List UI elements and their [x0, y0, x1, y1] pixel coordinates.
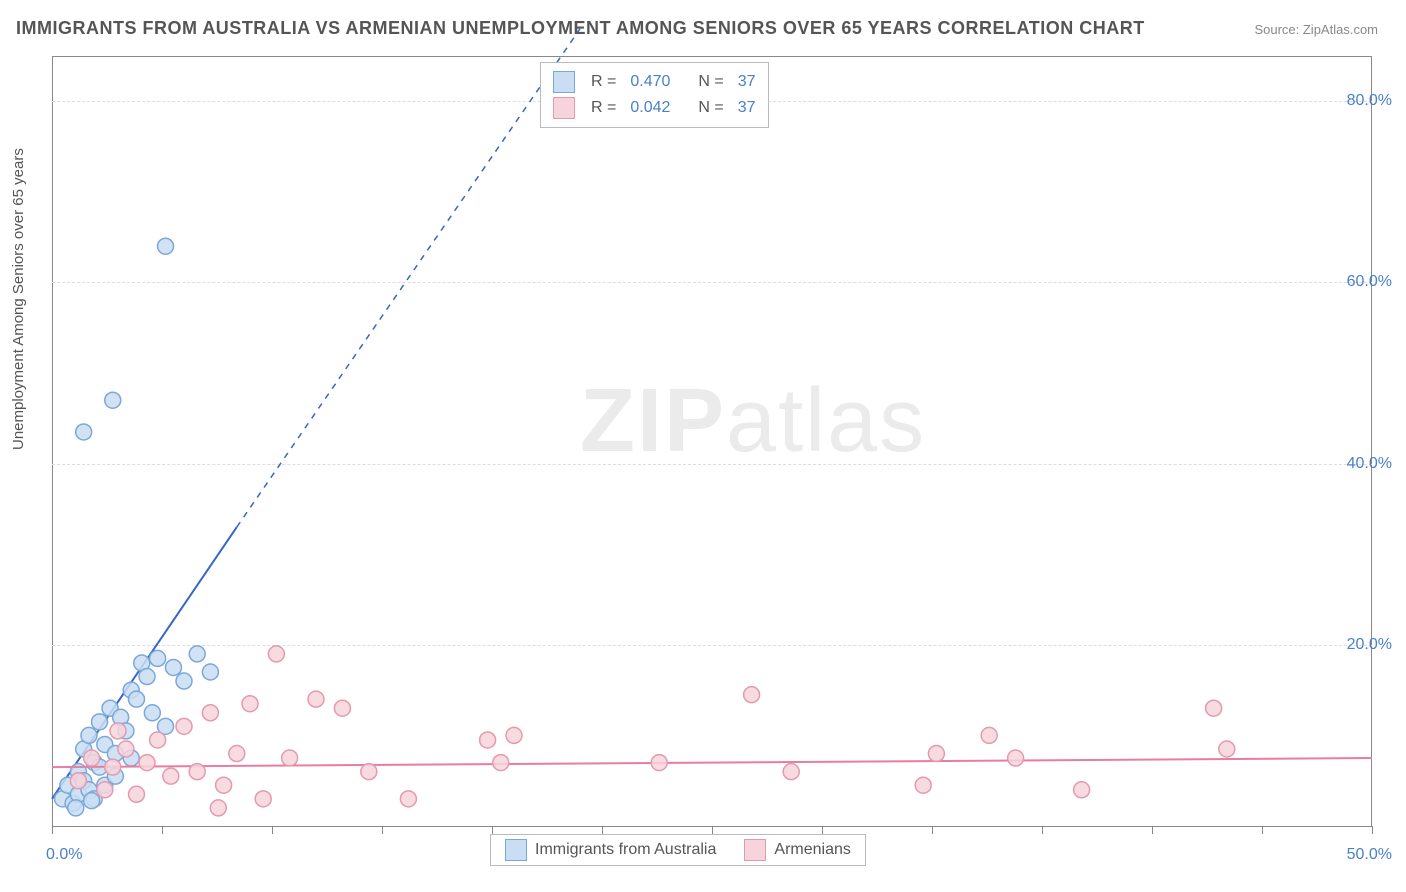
x-tick — [712, 826, 713, 834]
data-point — [361, 764, 377, 780]
data-point — [493, 755, 509, 771]
data-point — [928, 746, 944, 762]
x-tick — [272, 826, 273, 834]
data-point — [229, 746, 245, 762]
data-point — [105, 392, 121, 408]
data-point — [158, 238, 174, 254]
source-label: Source: ZipAtlas.com — [1254, 22, 1378, 37]
data-point — [400, 791, 416, 807]
data-point — [70, 773, 86, 789]
data-point — [334, 700, 350, 716]
x-tick — [492, 826, 493, 834]
data-point — [506, 727, 522, 743]
data-point — [189, 764, 205, 780]
data-point — [139, 755, 155, 771]
data-point — [110, 723, 126, 739]
n-label: N = — [698, 73, 723, 91]
data-point — [92, 714, 108, 730]
data-point — [202, 705, 218, 721]
data-point — [1008, 750, 1024, 766]
data-point — [1206, 700, 1222, 716]
x-tick — [162, 826, 163, 834]
data-point — [144, 705, 160, 721]
n-value: 37 — [738, 99, 756, 117]
r-value: 0.470 — [630, 73, 670, 91]
data-point — [216, 777, 232, 793]
x-tick-label-min: 0.0% — [46, 846, 82, 864]
data-point — [202, 664, 218, 680]
data-point — [150, 650, 166, 666]
n-label: N = — [698, 99, 723, 117]
data-point — [128, 786, 144, 802]
legend-item: Armenians — [744, 839, 850, 861]
data-point — [97, 782, 113, 798]
data-point — [915, 777, 931, 793]
legend-correlation: R = 0.470 N = 37 R = 0.042 N = 37 — [540, 62, 769, 128]
x-tick — [1262, 826, 1263, 834]
x-tick — [822, 826, 823, 834]
trend-line — [52, 758, 1372, 767]
data-point — [744, 687, 760, 703]
data-point — [1074, 782, 1090, 798]
data-point — [105, 759, 121, 775]
legend-row: R = 0.470 N = 37 — [553, 69, 756, 95]
data-point — [163, 768, 179, 784]
data-point — [84, 750, 100, 766]
data-point — [783, 764, 799, 780]
legend-item: Immigrants from Australia — [505, 839, 716, 861]
legend-swatch — [553, 71, 575, 93]
legend-swatch — [744, 839, 766, 861]
legend-swatch — [505, 839, 527, 861]
legend-series-label: Armenians — [774, 841, 850, 859]
x-tick — [52, 826, 53, 834]
data-point — [139, 669, 155, 685]
x-tick — [1042, 826, 1043, 834]
r-value: 0.042 — [630, 99, 670, 117]
x-tick — [1152, 826, 1153, 834]
n-value: 37 — [738, 73, 756, 91]
legend-row: R = 0.042 N = 37 — [553, 95, 756, 121]
data-point — [981, 727, 997, 743]
data-point — [255, 791, 271, 807]
data-point — [480, 732, 496, 748]
data-point — [1219, 741, 1235, 757]
data-point — [189, 646, 205, 662]
data-point — [268, 646, 284, 662]
x-tick — [932, 826, 933, 834]
data-point — [176, 718, 192, 734]
legend-series-label: Immigrants from Australia — [535, 841, 716, 859]
data-point — [76, 424, 92, 440]
r-label: R = — [591, 99, 616, 117]
x-tick — [382, 826, 383, 834]
trend-line-dashed — [237, 29, 580, 527]
data-point — [81, 727, 97, 743]
data-point — [282, 750, 298, 766]
x-tick-label-max: 50.0% — [1347, 846, 1392, 864]
y-axis-label: Unemployment Among Seniors over 65 years — [10, 148, 27, 450]
chart-svg — [52, 56, 1372, 826]
x-tick — [602, 826, 603, 834]
data-point — [68, 800, 84, 816]
data-point — [128, 691, 144, 707]
data-point — [651, 755, 667, 771]
r-label: R = — [591, 73, 616, 91]
chart-title: IMMIGRANTS FROM AUSTRALIA VS ARMENIAN UN… — [16, 18, 1145, 39]
data-point — [84, 793, 100, 809]
legend-swatch — [553, 97, 575, 119]
data-point — [150, 732, 166, 748]
data-point — [308, 691, 324, 707]
data-point — [165, 659, 181, 675]
data-point — [242, 696, 258, 712]
x-tick — [1372, 826, 1373, 834]
data-point — [118, 741, 134, 757]
data-point — [210, 800, 226, 816]
data-point — [176, 673, 192, 689]
legend-series: Immigrants from Australia Armenians — [490, 834, 866, 866]
